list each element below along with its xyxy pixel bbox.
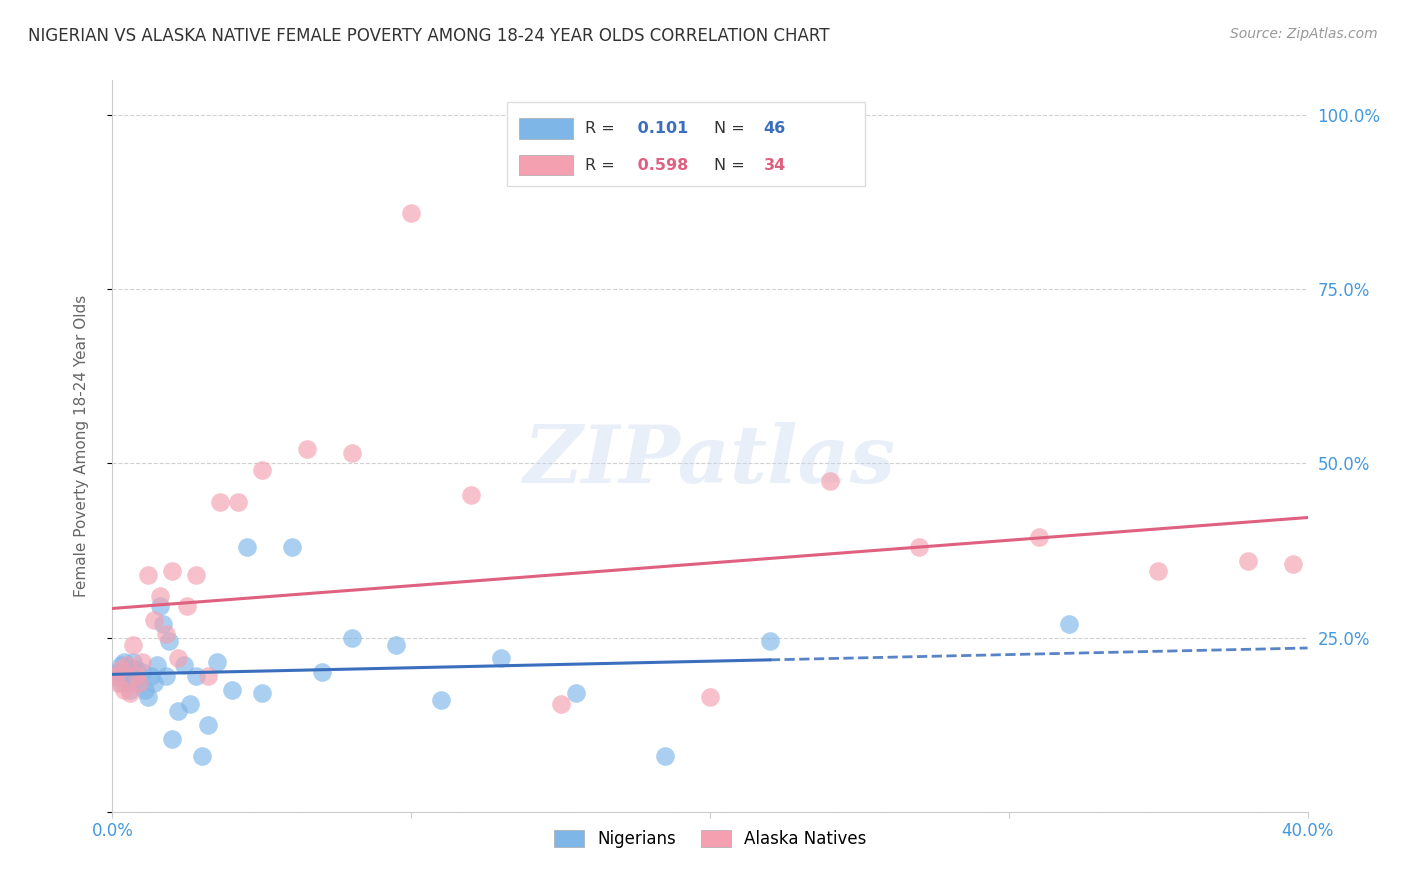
Point: [131, 655, 153, 669]
Point: [385, 638, 408, 652]
Text: 46: 46: [763, 121, 786, 136]
Point: [157, 634, 180, 648]
Point: [401, 205, 423, 219]
Point: [167, 704, 190, 718]
FancyBboxPatch shape: [508, 103, 866, 186]
Point: [125, 669, 148, 683]
Point: [122, 669, 145, 683]
Point: [1237, 554, 1260, 568]
Point: [122, 638, 145, 652]
Text: R =: R =: [585, 121, 620, 136]
Point: [155, 627, 177, 641]
Text: 34: 34: [763, 158, 786, 173]
Text: NIGERIAN VS ALASKA NATIVE FEMALE POVERTY AMONG 18-24 YEAR OLDS CORRELATION CHART: NIGERIAN VS ALASKA NATIVE FEMALE POVERTY…: [28, 27, 830, 45]
Point: [114, 682, 135, 697]
Point: [125, 662, 148, 676]
Point: [460, 488, 482, 502]
Point: [489, 651, 512, 665]
Point: [191, 749, 214, 764]
Point: [221, 682, 243, 697]
Point: [295, 442, 318, 457]
Y-axis label: Female Poverty Among 18-24 Year Olds: Female Poverty Among 18-24 Year Olds: [75, 295, 89, 597]
Text: N =: N =: [714, 121, 749, 136]
Point: [152, 616, 174, 631]
Point: [699, 690, 721, 704]
Point: [654, 749, 676, 764]
Legend: Nigerians, Alaska Natives: Nigerians, Alaska Natives: [547, 823, 873, 855]
Point: [128, 676, 150, 690]
Point: [311, 665, 333, 680]
Point: [236, 540, 259, 554]
Point: [564, 686, 586, 700]
Point: [138, 567, 160, 582]
Point: [128, 676, 150, 690]
Text: N =: N =: [714, 158, 749, 173]
Point: [1281, 558, 1303, 572]
Text: Source: ZipAtlas.com: Source: ZipAtlas.com: [1230, 27, 1378, 41]
Point: [104, 669, 127, 683]
Point: [186, 669, 208, 683]
Point: [167, 651, 190, 665]
Point: [186, 567, 208, 582]
Point: [143, 613, 166, 627]
Point: [155, 669, 177, 683]
Point: [759, 634, 782, 648]
Point: [250, 686, 273, 700]
Point: [107, 676, 129, 690]
Point: [226, 494, 249, 508]
Point: [117, 665, 139, 680]
Text: 0.101: 0.101: [633, 121, 689, 136]
Point: [149, 599, 172, 614]
Text: ZIPatlas: ZIPatlas: [524, 422, 896, 500]
FancyBboxPatch shape: [519, 119, 572, 139]
Point: [209, 494, 232, 508]
Point: [197, 669, 219, 683]
Point: [104, 669, 127, 683]
Point: [908, 540, 931, 554]
Point: [120, 682, 142, 697]
Point: [818, 474, 841, 488]
Point: [1057, 616, 1080, 631]
Point: [134, 682, 156, 697]
Point: [197, 717, 219, 731]
Point: [110, 658, 132, 673]
Point: [1028, 530, 1050, 544]
Text: 0.598: 0.598: [633, 158, 689, 173]
Point: [131, 665, 153, 680]
Point: [173, 658, 195, 673]
Point: [114, 669, 135, 683]
Point: [205, 655, 228, 669]
Point: [125, 673, 148, 687]
Point: [120, 662, 142, 676]
Point: [162, 731, 183, 746]
Point: [162, 565, 183, 579]
Point: [149, 589, 172, 603]
Point: [117, 658, 139, 673]
Point: [550, 697, 572, 711]
Point: [122, 655, 145, 669]
Point: [120, 686, 142, 700]
Point: [179, 697, 201, 711]
Point: [117, 676, 139, 690]
Point: [430, 693, 453, 707]
Point: [146, 658, 169, 673]
Point: [110, 662, 132, 676]
Point: [1147, 565, 1170, 579]
Point: [340, 446, 363, 460]
Point: [114, 655, 135, 669]
Point: [340, 631, 363, 645]
Point: [176, 599, 198, 614]
Point: [141, 669, 163, 683]
Point: [281, 540, 304, 554]
Point: [107, 665, 129, 680]
FancyBboxPatch shape: [519, 155, 572, 176]
Point: [143, 676, 166, 690]
Point: [250, 463, 273, 477]
Point: [138, 690, 160, 704]
Point: [110, 676, 132, 690]
Text: R =: R =: [585, 158, 620, 173]
